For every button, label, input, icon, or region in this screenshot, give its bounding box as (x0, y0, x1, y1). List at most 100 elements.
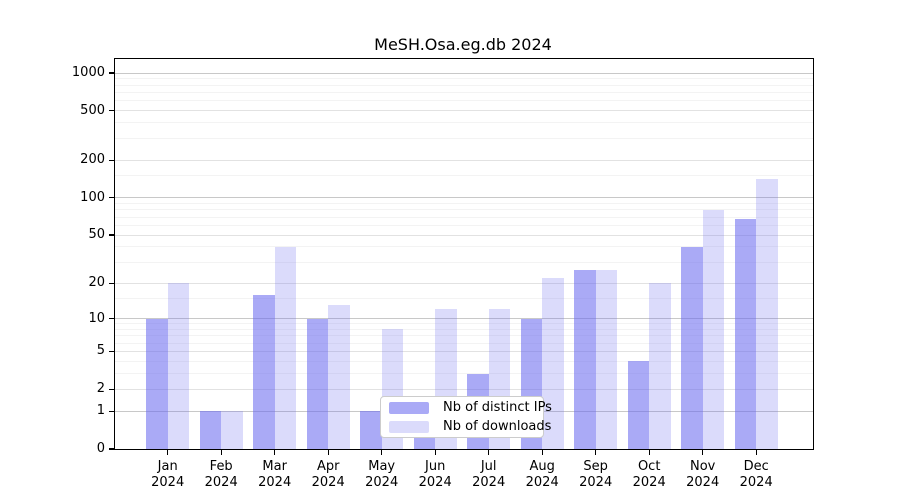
x-tick-label: Jun 2024 (418, 459, 452, 490)
minor-gridline (115, 78, 813, 80)
y-tick-label: 20 (88, 275, 105, 291)
x-tick-mark (381, 449, 383, 455)
y-tick-mark (109, 410, 115, 412)
mid-gridline (115, 350, 813, 352)
minor-gridline (115, 297, 813, 299)
y-tick-label: 100 (80, 189, 105, 205)
minor-gridline (115, 209, 813, 211)
bar-distinct-ips-nov (681, 246, 703, 449)
minor-gridline (115, 342, 813, 344)
y-tick-mark (109, 110, 115, 112)
x-tick-label: Jul 2024 (472, 459, 506, 490)
chart-title: MeSH.Osa.eg.db 2024 (374, 35, 552, 54)
bar-downloads-feb (221, 411, 243, 449)
major-gridline (115, 72, 813, 74)
minor-gridline (115, 360, 813, 362)
y-tick-label: 2 (96, 381, 105, 397)
bar-downloads-aug (542, 278, 564, 449)
bar-distinct-ips-may (360, 411, 382, 449)
plot-area: 0 1 2 5 10 20 50 100 200 500 1000 Jan 2024 Feb 2024 Mar… (72, 58, 814, 490)
y-tick-label: 10 (88, 310, 105, 326)
bar-distinct-ips-feb (199, 411, 222, 449)
bar-downloads-nov (702, 209, 725, 449)
bar-downloads-apr (328, 305, 350, 449)
legend-swatch-downloads (389, 420, 429, 433)
minor-gridline (115, 246, 813, 248)
minor-gridline (115, 137, 813, 139)
y-tick-label: 1000 (71, 65, 105, 81)
mid-gridline (115, 282, 813, 284)
x-tick-label: Aug 2024 (525, 459, 559, 490)
bar-distinct-ips-apr (306, 318, 329, 449)
minor-gridline (115, 323, 813, 325)
bar-distinct-ips-mar (253, 294, 275, 449)
x-tick-label: Jan 2024 (151, 459, 185, 490)
y-tick-mark (109, 197, 115, 199)
x-tick-label: Apr 2024 (311, 459, 345, 490)
x-tick-mark (220, 449, 222, 455)
minor-gridline (115, 203, 813, 205)
mid-gridline (115, 110, 813, 112)
minor-gridline (115, 122, 813, 124)
minor-gridline (115, 84, 813, 86)
bar-downloads-sep (595, 269, 618, 449)
x-tick-mark (327, 449, 329, 455)
minor-gridline (115, 91, 813, 93)
mid-gridline (115, 159, 813, 161)
y-tick-mark (109, 350, 115, 353)
legend-label-distinct-ips: Nb of distinct IPs (443, 400, 552, 415)
x-tick-mark (648, 449, 650, 455)
x-tick-mark (541, 449, 543, 455)
legend-entry-distinct-ips: Nb of distinct IPs (381, 400, 552, 415)
x-tick-mark (167, 449, 169, 455)
minor-gridline (115, 216, 813, 218)
bar-distinct-ips-dec (734, 219, 757, 449)
bar-distinct-ips-sep (574, 269, 596, 449)
x-tick-mark (595, 449, 597, 455)
x-tick-label: Nov 2024 (686, 459, 720, 490)
x-tick-label: Oct 2024 (632, 459, 666, 490)
y-tick-mark (109, 72, 115, 74)
minor-gridline (115, 328, 813, 330)
y-tick-label: 5 (96, 343, 105, 359)
y-tick-label: 500 (80, 102, 105, 118)
x-tick-label: May 2024 (365, 459, 399, 490)
x-tick-label: Dec 2024 (739, 459, 773, 490)
minor-gridline (115, 335, 813, 337)
mid-gridline (115, 388, 813, 390)
legend: Nb of distinct IPs Nb of downloads (380, 396, 552, 438)
minor-gridline (115, 100, 813, 102)
bar-downloads-oct (649, 283, 671, 449)
x-tick-label: Mar 2024 (258, 459, 292, 490)
x-tick-label: Sep 2024 (579, 459, 613, 490)
y-tick-mark (109, 388, 115, 390)
bar-downloads-jan (167, 283, 190, 449)
x-tick-mark (488, 449, 490, 455)
minor-gridline (115, 175, 813, 177)
minor-gridline (115, 373, 813, 375)
y-tick-mark (109, 317, 115, 320)
x-tick-mark (274, 449, 276, 455)
major-gridline (115, 197, 813, 199)
minor-gridline (115, 224, 813, 226)
bar-downloads-dec (756, 179, 778, 449)
y-tick-label: 1 (96, 403, 105, 419)
x-tick-mark (702, 449, 704, 455)
bar-downloads-mar (274, 246, 297, 449)
mid-gridline (115, 234, 813, 236)
legend-label-downloads: Nb of downloads (443, 419, 552, 434)
x-tick-mark (755, 449, 757, 455)
y-tick-mark (109, 159, 115, 161)
y-tick-label: 0 (96, 441, 105, 456)
y-tick-mark (109, 448, 115, 450)
legend-swatch-distinct-ips (389, 401, 429, 414)
y-tick-label: 50 (88, 227, 105, 243)
x-tick-mark (434, 449, 436, 455)
y-tick-mark (109, 234, 115, 236)
bar-distinct-ips-oct (627, 361, 650, 449)
bar-distinct-ips-jan (146, 318, 168, 449)
major-gridline (115, 318, 813, 319)
y-tick-mark (109, 282, 115, 284)
minor-gridline (115, 261, 813, 263)
